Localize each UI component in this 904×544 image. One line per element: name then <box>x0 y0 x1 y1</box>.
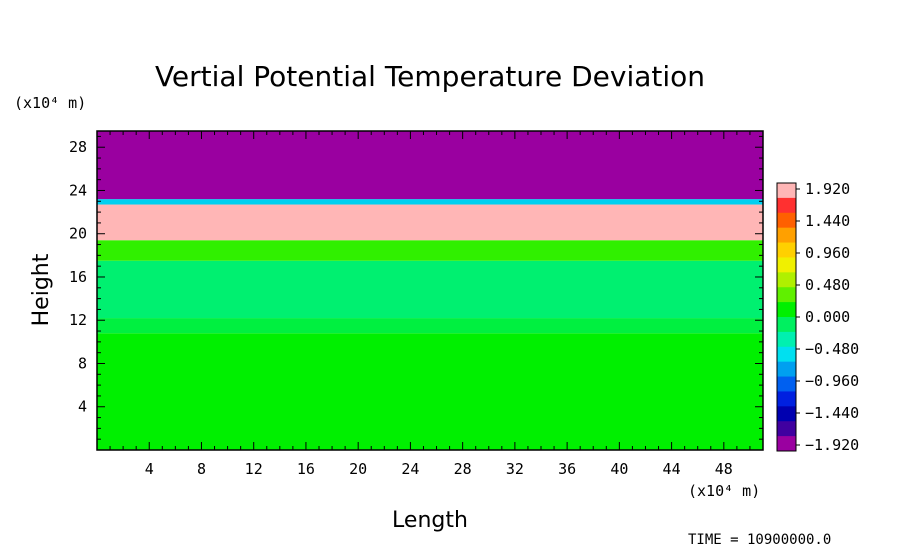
heatmap-layer-2 <box>97 260 763 319</box>
y-axis-ticks: 4 8 12 16 20 24 28 <box>69 135 763 440</box>
heatmap-layer-1 <box>97 318 763 334</box>
colorbar-swatch <box>777 331 796 348</box>
colorbar-swatch <box>777 302 796 318</box>
x-tick-label: 24 <box>401 460 419 478</box>
x-axis-label: Length <box>392 508 468 533</box>
colorbar-label: −1.920 <box>805 436 859 454</box>
colorbar-swatch <box>777 421 796 437</box>
y-tick-label: 4 <box>78 398 87 416</box>
x-axis-unit: (x10⁴ m) <box>688 482 760 500</box>
heatmap-layer-5 <box>97 199 763 205</box>
colorbar-label: 0.000 <box>805 308 850 326</box>
x-tick-label: 44 <box>663 460 681 478</box>
x-tick-label: 20 <box>349 460 367 478</box>
colorbar-swatch <box>777 183 796 199</box>
plot-area <box>96 130 764 451</box>
colorbar-swatch <box>777 212 796 229</box>
y-axis-label: Height <box>29 253 54 326</box>
colorbar: 1.920 1.440 0.960 0.480 0.000 −0.480 −0.960 −1.… <box>776 180 859 454</box>
colorbar-swatch <box>777 361 796 378</box>
colorbar-swatch <box>777 346 796 363</box>
x-tick-label: 36 <box>558 460 576 478</box>
colorbar-swatch <box>777 227 796 244</box>
y-tick-label: 20 <box>69 225 87 243</box>
colorbar-swatch <box>777 376 796 392</box>
x-tick-label: 4 <box>145 460 154 478</box>
colorbar-swatch <box>777 391 796 407</box>
x-tick-label: 8 <box>197 460 206 478</box>
heatmap-layer-6 <box>97 131 763 200</box>
colorbar-swatch <box>777 406 796 422</box>
y-tick-label: 8 <box>78 354 87 372</box>
colorbar-label: 0.480 <box>805 276 850 294</box>
colorbar-swatch <box>777 257 796 273</box>
x-tick-label: 48 <box>715 460 733 478</box>
colorbar-label: −0.480 <box>805 340 859 358</box>
heatmap-layer-4 <box>97 204 763 241</box>
y-tick-label: 16 <box>69 268 87 286</box>
y-tick-label: 12 <box>69 311 87 329</box>
x-axis-ticks: 4 8 12 16 20 24 28 32 36 40 44 48 <box>109 131 751 478</box>
colorbar-label: 1.920 <box>805 180 850 198</box>
y-axis-unit: (x10⁴ m) <box>14 94 86 112</box>
plot-frame <box>96 130 764 451</box>
colorbar-swatch <box>777 436 796 452</box>
colorbar-label: −0.960 <box>805 372 859 390</box>
x-tick-label: 32 <box>506 460 524 478</box>
x-tick-label: 12 <box>245 460 263 478</box>
time-label: TIME = 10900000.0 <box>688 532 831 544</box>
colorbar-label: −1.440 <box>805 404 859 422</box>
colorbar-swatch <box>777 197 796 214</box>
colorbar-swatch <box>777 242 796 258</box>
colorbar-label: 1.440 <box>805 212 850 230</box>
colorbar-swatch <box>777 272 796 288</box>
x-tick-label: 16 <box>297 460 315 478</box>
heatmap-layer-3 <box>97 240 763 261</box>
heatmap-layer-0 <box>97 333 763 450</box>
y-tick-label: 24 <box>69 181 87 199</box>
x-tick-label: 40 <box>610 460 628 478</box>
chart-title: Vertial Potential Temperature Deviation <box>155 60 705 93</box>
x-tick-label: 28 <box>454 460 472 478</box>
colorbar-swatch <box>777 287 796 303</box>
colorbar-label: 0.960 <box>805 244 850 262</box>
colorbar-swatch <box>777 317 796 333</box>
y-tick-label: 28 <box>69 138 87 156</box>
